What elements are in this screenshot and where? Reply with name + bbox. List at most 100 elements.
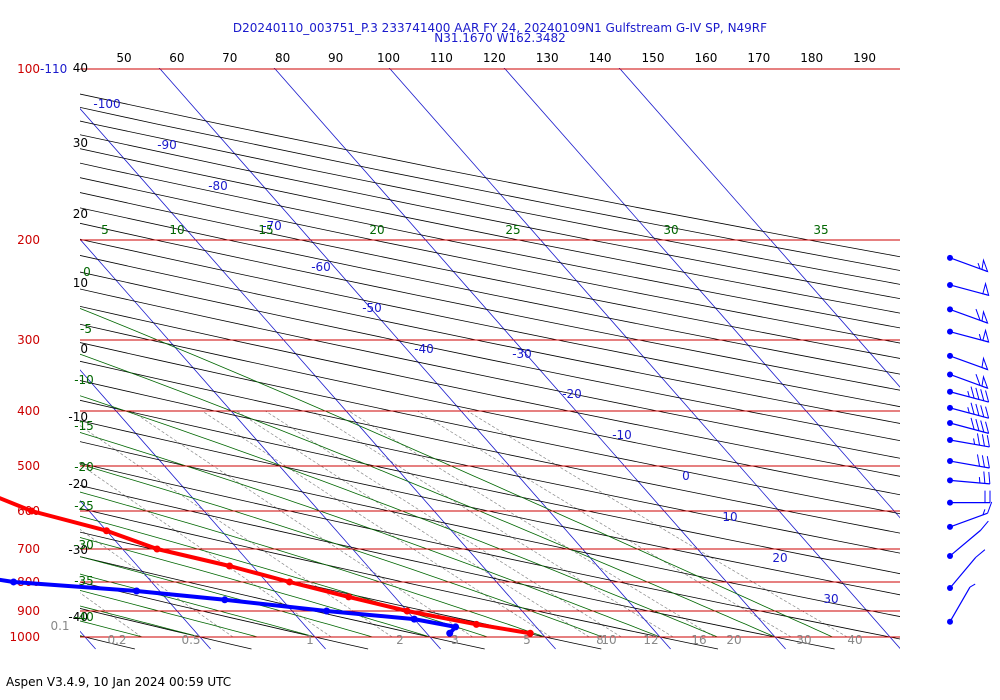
dewpoint-profile-point <box>323 607 331 615</box>
dry-adiabat-line <box>80 177 900 344</box>
dry-adiabat-line <box>80 380 900 554</box>
altitude-tick-label: -40 <box>68 610 88 624</box>
dry-adiabat-line <box>80 162 900 329</box>
adiabat-top-label: 25 <box>505 223 520 237</box>
temperature-profile-point <box>28 507 36 515</box>
mixing-ratio-label: 1 <box>306 633 314 647</box>
dry-adiabat-line <box>80 120 900 285</box>
wind-barb <box>947 306 989 324</box>
mixing-ratio-label: 8 <box>596 633 604 647</box>
top-tick-label: 70 <box>222 51 237 65</box>
altitude-tick-label: -20 <box>68 477 88 491</box>
adiabat-left-label: -20 <box>74 460 94 474</box>
pressure-label: 200 <box>17 233 40 247</box>
top-tick-label: 140 <box>589 51 612 65</box>
isotherm-label: -20 <box>562 387 582 401</box>
dry-adiabat-line <box>80 192 900 359</box>
wind-barb <box>947 402 990 419</box>
dry-adiabat-line <box>80 106 900 271</box>
mixing-ratio-label: 5 <box>523 633 531 647</box>
isotherm-line <box>80 107 556 650</box>
isotherm-line <box>503 68 900 519</box>
wind-barb <box>947 490 991 506</box>
mixing-ratio-line <box>417 410 792 638</box>
mixing-ratio-label: 12 <box>643 633 658 647</box>
dry-adiabat-line <box>80 342 900 515</box>
dry-adiabat-line <box>80 134 900 300</box>
dry-adiabat-line <box>80 462 900 640</box>
pressure-label-extra: -110 <box>40 62 67 76</box>
dry-adiabat-line <box>0 69 18 649</box>
dry-adiabat-line <box>80 441 900 617</box>
altitude-tick-label: 30 <box>73 136 88 150</box>
moist-adiabat-line <box>80 432 661 638</box>
wind-barb <box>947 386 990 403</box>
dry-adiabat-line <box>80 271 900 442</box>
top-tick-label: 170 <box>747 51 770 65</box>
chart-title: D20240110_003751_P.3 233741400 AAR FY 24… <box>232 21 768 35</box>
wind-barb <box>947 254 989 273</box>
dry-adiabat-line <box>80 608 252 650</box>
dry-adiabat-line <box>80 323 900 496</box>
isotherm-label: 20 <box>772 551 787 565</box>
altitude-tick-label: 20 <box>73 207 88 221</box>
isotherm-line <box>273 68 786 650</box>
moist-adiabat-line <box>80 635 86 638</box>
dry-adiabat-line <box>80 222 900 391</box>
adiabat-left-label: -35 <box>74 574 94 588</box>
mixing-ratio-label: 3 <box>451 633 459 647</box>
top-tick-label: 130 <box>536 51 559 65</box>
altitude-tick-label: 40 <box>73 61 88 75</box>
isotherm-line <box>80 238 441 650</box>
chart-subtitle: N31.1670 W162.3482 <box>434 31 566 45</box>
dry-adiabat-line <box>80 255 900 424</box>
moist-adiabat-line <box>80 537 431 638</box>
wind-barb <box>947 371 989 389</box>
isotherm-line <box>388 68 900 649</box>
dry-adiabat-line <box>80 420 900 596</box>
adiabat-left-label: 0 <box>83 265 91 279</box>
wind-barb <box>947 417 990 434</box>
mixing-ratio-label: 0.1 <box>50 619 69 633</box>
mixing-ratio-label: 10 <box>601 633 616 647</box>
mixing-ratio-line <box>236 410 590 638</box>
wind-barb <box>947 520 989 559</box>
top-tick-label: 110 <box>430 51 453 65</box>
top-tick-label: 90 <box>328 51 343 65</box>
isotherm-line <box>80 369 326 650</box>
dry-adiabat-line <box>80 485 835 650</box>
plot-area <box>0 68 900 650</box>
isotherm-label: -70 <box>262 219 282 233</box>
pressure-label: 300 <box>17 333 40 347</box>
adiabat-left-label: -5 <box>80 322 92 336</box>
isotherm-label: 10 <box>722 510 737 524</box>
isotherm-line <box>80 500 211 650</box>
moist-adiabat-line <box>80 589 258 638</box>
top-tick-label: 100 <box>377 51 400 65</box>
dry-adiabat-line <box>80 207 900 375</box>
temperature-profile-point <box>526 629 534 637</box>
dry-adiabat-line <box>80 508 719 650</box>
pressure-label: 100 <box>17 62 40 76</box>
footer-version: Aspen V3.4.9, 10 Jan 2024 00:59 UTC <box>6 675 232 689</box>
wind-barb <box>947 501 993 530</box>
wind-barb <box>947 281 990 297</box>
isotherm-label: -100 <box>93 97 120 111</box>
mixing-ratio-label: 0.2 <box>107 633 126 647</box>
temperature-profile-point <box>226 562 234 570</box>
adiabat-top-label: 10 <box>169 223 184 237</box>
altitude-tick-label: 0 <box>80 342 88 356</box>
isotherm-label: 30 <box>823 592 838 606</box>
dry-adiabat-line <box>80 238 900 408</box>
mixing-ratio-label: 16 <box>691 633 706 647</box>
isotherm-label: -50 <box>362 301 382 315</box>
adiabat-top-label: 5 <box>101 223 109 237</box>
wind-barb <box>947 549 986 592</box>
wind-barb <box>947 454 990 469</box>
dry-adiabat-line <box>80 399 900 575</box>
temperature-profile-point <box>286 578 294 586</box>
altitude-tick-label: -30 <box>68 543 88 557</box>
dewpoint-profile-point <box>133 587 141 595</box>
dry-adiabat-line <box>80 93 900 258</box>
